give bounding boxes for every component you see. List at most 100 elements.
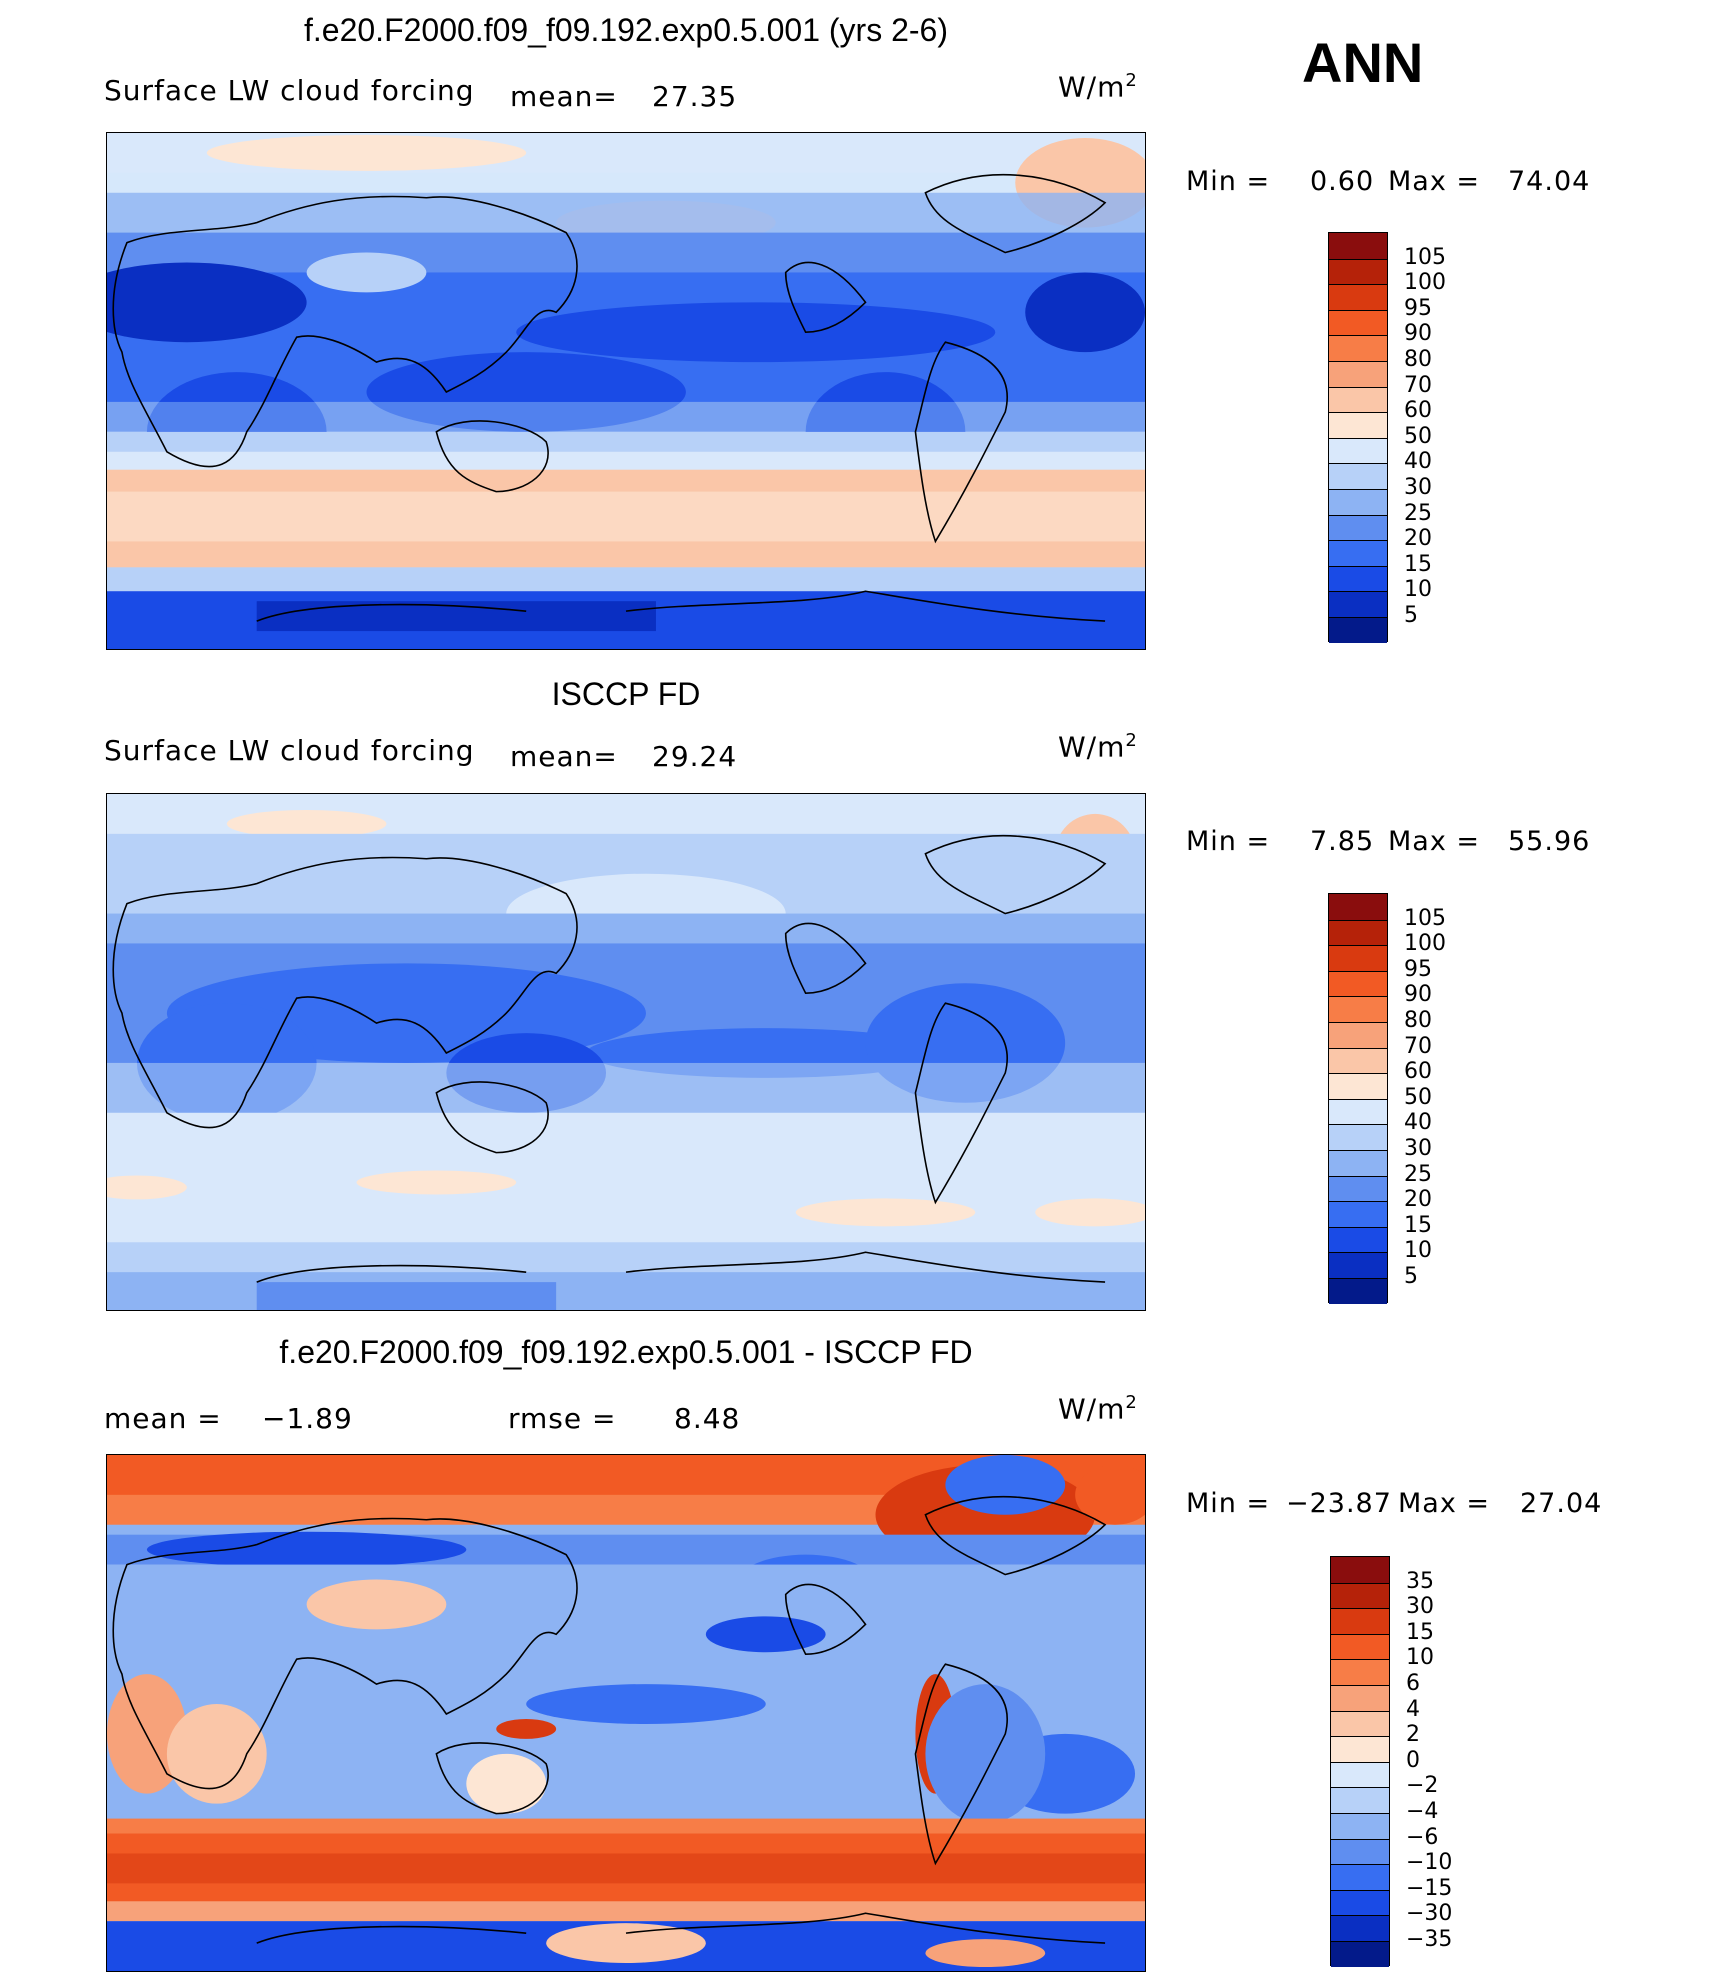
colorbar-segment bbox=[1329, 591, 1387, 617]
colorbar-tick-label: 100 bbox=[1404, 931, 1446, 957]
colorbar-segment bbox=[1329, 233, 1387, 259]
panel-2-max-label: Max = bbox=[1388, 826, 1481, 857]
panel-1-mean-label: mean= bbox=[510, 80, 618, 113]
colorbar-tick-label: 10 bbox=[1404, 577, 1432, 603]
colorbar-segment bbox=[1329, 258, 1387, 285]
colorbar-segment bbox=[1329, 919, 1387, 946]
colorbar-tick-label: 105 bbox=[1404, 244, 1446, 270]
colorbar-segment bbox=[1329, 540, 1387, 566]
colorbar-tick-label: −35 bbox=[1406, 1927, 1453, 1952]
colorbar-segment bbox=[1331, 1710, 1389, 1737]
colorbar-segment bbox=[1329, 361, 1387, 387]
colorbar-segment bbox=[1331, 1864, 1389, 1890]
colorbar-swatches bbox=[1328, 232, 1388, 643]
colorbar-tick-label: 25 bbox=[1404, 1161, 1432, 1187]
colorbar-tick-label: −4 bbox=[1406, 1799, 1439, 1824]
colorbar-segment bbox=[1331, 1736, 1389, 1762]
colorbar-swatches bbox=[1328, 893, 1388, 1304]
colorbar-segment bbox=[1331, 1582, 1389, 1609]
colorbar-tick-label: 0 bbox=[1406, 1747, 1420, 1773]
colorbar-tick-label: 40 bbox=[1404, 449, 1432, 475]
colorbar-tick-label: 40 bbox=[1404, 1110, 1432, 1136]
colorbar-tick-label: 60 bbox=[1404, 1059, 1432, 1085]
colorbar-segment bbox=[1329, 1252, 1387, 1278]
panel-2-field-label: Surface LW cloud forcing bbox=[104, 734, 475, 767]
panel-2-units: W/m2 bbox=[1058, 730, 1138, 764]
colorbar-tick-label: 80 bbox=[1404, 347, 1432, 372]
panel-2-mean-label: mean= bbox=[510, 740, 618, 773]
colorbar-tick-label: 30 bbox=[1404, 1136, 1432, 1161]
panel-1-field-label: Surface LW cloud forcing bbox=[104, 74, 475, 107]
panel-3-units: W/m2 bbox=[1058, 1392, 1138, 1426]
colorbar-tick-label: −15 bbox=[1406, 1875, 1453, 1901]
panel-1-map bbox=[106, 132, 1146, 650]
colorbar-segment bbox=[1329, 489, 1387, 515]
colorbar-tick-label: 15 bbox=[1404, 1212, 1432, 1238]
panel-3-mean-value: −1.89 bbox=[262, 1402, 353, 1435]
panel-1-min-label: Min = bbox=[1186, 166, 1271, 197]
colorbar-tick-label: 90 bbox=[1404, 321, 1432, 347]
colorbar-tick-label: 2 bbox=[1406, 1722, 1420, 1748]
colorbar-tick-label: 15 bbox=[1406, 1619, 1434, 1645]
colorbar-tick-label: 60 bbox=[1404, 398, 1432, 424]
colorbar-segment bbox=[1331, 1659, 1389, 1685]
panel-2-mean-value: 29.24 bbox=[652, 740, 738, 773]
colorbar-tick-label: 15 bbox=[1404, 551, 1432, 577]
colorbar-segment bbox=[1331, 1761, 1389, 1788]
colorbar-segment bbox=[1331, 1889, 1389, 1916]
colorbar-segment bbox=[1329, 894, 1387, 920]
colorbar-tick-label: 90 bbox=[1404, 982, 1432, 1008]
colorbar-tick-label: 20 bbox=[1404, 1187, 1432, 1213]
panel-1-min-value: 0.60 bbox=[1310, 166, 1375, 197]
colorbar-segment bbox=[1329, 1098, 1387, 1125]
colorbar-segment bbox=[1329, 1278, 1387, 1304]
colorbar-tick-label: 105 bbox=[1404, 905, 1446, 931]
colorbar-segment bbox=[1329, 1124, 1387, 1150]
panel-1-title: f.e20.F2000.f09_f09.192.exp0.5.001 (yrs … bbox=[304, 12, 948, 48]
season-label: ANN bbox=[1302, 31, 1424, 94]
panel-2-min-label: Min = bbox=[1186, 826, 1271, 857]
panel-2-max-value: 55.96 bbox=[1508, 826, 1591, 857]
colorbar-tick-label: 70 bbox=[1404, 1033, 1432, 1059]
colorbar-segment bbox=[1331, 1813, 1389, 1839]
colorbar-segment bbox=[1329, 1150, 1387, 1176]
colorbar-tick-label: 80 bbox=[1404, 1008, 1432, 1033]
panel-3-min-value: −23.87 bbox=[1286, 1488, 1392, 1519]
panel-1-units: W/m2 bbox=[1058, 70, 1138, 104]
colorbar-segment bbox=[1329, 1226, 1387, 1253]
colorbar-tick-label: 6 bbox=[1406, 1671, 1420, 1696]
panel-3-max-label: Max = bbox=[1398, 1488, 1491, 1519]
colorbar-tick-label: 30 bbox=[1406, 1594, 1434, 1620]
colorbar-tick-label: 5 bbox=[1404, 603, 1418, 628]
colorbar-segment bbox=[1331, 1915, 1389, 1941]
panel-2-map bbox=[106, 793, 1146, 1311]
colorbar-segment bbox=[1331, 1557, 1389, 1583]
colorbar-segment bbox=[1331, 1787, 1389, 1813]
panel-1-max-label: Max = bbox=[1388, 166, 1481, 197]
panel-2-title: ISCCP FD bbox=[551, 676, 701, 712]
colorbar-segment bbox=[1329, 437, 1387, 464]
colorbar-segment bbox=[1329, 1201, 1387, 1227]
colorbar-tick-label: 100 bbox=[1404, 270, 1446, 296]
colorbar-segment bbox=[1331, 1941, 1389, 1967]
colorbar-tick-label: 95 bbox=[1404, 956, 1432, 982]
colorbar-tick-label: 50 bbox=[1404, 1084, 1432, 1110]
colorbar-segment bbox=[1329, 1073, 1387, 1099]
colorbar-tick-label: 70 bbox=[1404, 372, 1432, 398]
colorbar-tick-label: 25 bbox=[1404, 500, 1432, 526]
colorbar-tick-label: 10 bbox=[1406, 1645, 1434, 1671]
colorbar-segment bbox=[1331, 1685, 1389, 1711]
panel-3-colorbar: 35 30 15 10 6 4 2 0 −2 −4 −6 −10 −15 −30 −35 bbox=[1330, 1556, 1530, 1968]
panel-3-map bbox=[106, 1454, 1146, 1972]
colorbar-segment bbox=[1329, 335, 1387, 361]
panel-3-max-value: 27.04 bbox=[1520, 1488, 1603, 1519]
colorbar-tick-label: 35 bbox=[1406, 1568, 1434, 1594]
panel-1-colorbar: 105 100 95 90 80 70 60 50 40 30 25 20 15 10 5 bbox=[1328, 232, 1528, 644]
colorbar-segment bbox=[1331, 1838, 1389, 1865]
colorbar-segment bbox=[1329, 1047, 1387, 1074]
colorbar-segment bbox=[1329, 284, 1387, 310]
colorbar-segment bbox=[1329, 309, 1387, 336]
panel-1-mean-value: 27.35 bbox=[652, 80, 738, 113]
colorbar-tick-label: 30 bbox=[1404, 475, 1432, 500]
panel-3-title: f.e20.F2000.f09_f09.192.exp0.5.001 - ISC… bbox=[279, 1334, 973, 1370]
